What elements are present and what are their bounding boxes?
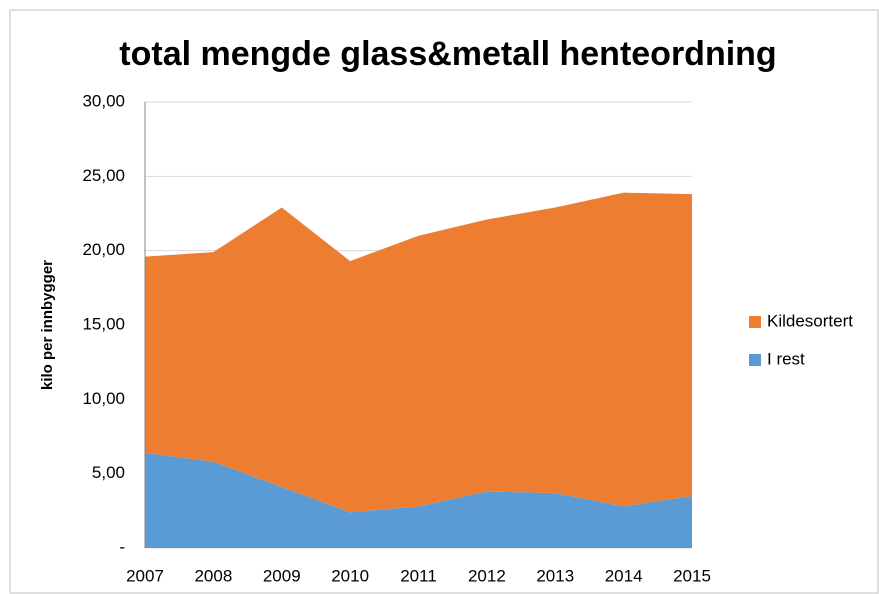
x-tick-label: 2009 <box>263 566 301 585</box>
x-tick-label: 2015 <box>673 566 711 585</box>
x-tick-label: 2011 <box>400 566 437 585</box>
y-tick-label: - <box>119 537 125 556</box>
y-axis-label: kilo per innbygger <box>39 260 56 390</box>
legend-swatch <box>749 354 761 366</box>
x-tick-label: 2012 <box>468 566 506 585</box>
y-tick-label: 30,00 <box>82 91 125 110</box>
legend-label: I rest <box>767 349 805 368</box>
chart-title: total mengde glass&metall henteordning <box>119 35 776 73</box>
x-tick-label: 2010 <box>331 566 369 585</box>
x-tick-label: 2008 <box>194 566 232 585</box>
chart-frame <box>9 9 879 594</box>
area <box>145 192 692 513</box>
x-tick-label: 2014 <box>605 566 643 585</box>
legend-swatch <box>749 316 761 328</box>
legend-label: Kildesortert <box>767 311 853 330</box>
y-tick-label: 15,00 <box>82 314 125 333</box>
x-tick-label: 2007 <box>126 566 164 585</box>
y-tick-label: 5,00 <box>92 463 125 482</box>
area <box>145 452 692 548</box>
y-tick-label: 25,00 <box>82 166 125 185</box>
y-tick-label: 20,00 <box>82 240 125 259</box>
x-tick-label: 2013 <box>536 566 574 585</box>
y-tick-label: 10,00 <box>82 389 125 408</box>
